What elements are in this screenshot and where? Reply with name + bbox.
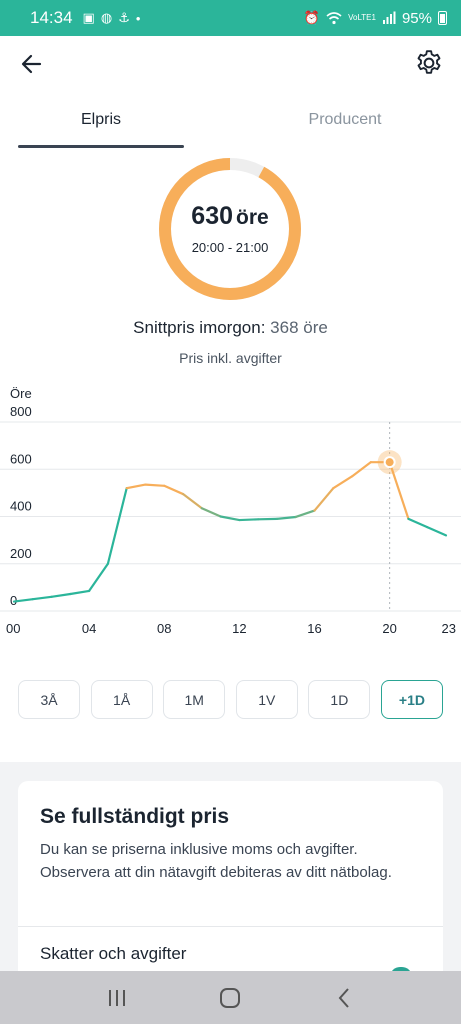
selected-point — [385, 458, 394, 467]
wifi-icon — [326, 12, 342, 25]
series-line-segment — [238, 518, 260, 522]
y-tick-label: 0 — [10, 593, 17, 608]
series-line-segment — [350, 461, 372, 478]
series-line-segment — [407, 517, 429, 529]
battery-percent: 95% — [401, 9, 432, 27]
back-chevron-icon — [338, 987, 349, 1008]
alarm-icon: ⏰ — [303, 10, 321, 25]
series-line-segment — [181, 492, 203, 510]
series-line-segment — [31, 595, 53, 601]
full-price-card: Se fullständigt pris Du kan se priserna … — [18, 781, 443, 981]
series-line-segment — [388, 461, 410, 520]
current-price-value: 630 — [191, 202, 234, 230]
series-line-segment — [144, 483, 166, 487]
series-line-segment — [200, 507, 222, 518]
average-price-label: Snittpris imorgon: — [133, 318, 266, 337]
signal-icon — [382, 11, 396, 24]
system-nav-bar — [0, 971, 461, 1024]
card-text: Du kan se priserna inklusive moms och av… — [40, 841, 392, 881]
network-label: VoLTE1 — [348, 13, 376, 22]
tab-producent[interactable]: Producent — [308, 111, 382, 128]
settings-button[interactable] — [414, 48, 444, 78]
range-plus1d-button[interactable]: +1D — [380, 680, 443, 719]
active-tab-indicator — [18, 145, 184, 148]
series-line-segment — [163, 484, 185, 496]
series-line-segment — [12, 598, 34, 603]
recents-icon — [108, 989, 125, 1006]
range-1m-button[interactable]: 1M — [163, 680, 226, 719]
series-line-segment — [88, 562, 110, 593]
nav-back-button[interactable] — [324, 978, 364, 1018]
series-line-segment — [69, 589, 91, 596]
x-tick-label: 08 — [157, 621, 171, 636]
range-selector: 3Å 1Å 1M 1V 1D +1D — [18, 680, 443, 719]
range-1d-button[interactable]: 1D — [308, 680, 371, 719]
status-time: 14:34 — [30, 8, 73, 27]
average-price: Snittpris imorgon: 368 öre — [0, 318, 461, 338]
y-tick-label: 600 — [10, 451, 32, 466]
card-divider — [18, 926, 443, 927]
x-tick-label: 12 — [232, 621, 246, 636]
x-tick-label: 23 — [442, 621, 456, 636]
y-tick-label: 200 — [10, 546, 32, 561]
image-icon: ▣ — [82, 10, 95, 25]
battery-icon — [438, 11, 447, 25]
recents-button[interactable] — [97, 978, 137, 1018]
x-tick-label: 20 — [382, 621, 396, 636]
series-line-segment — [219, 515, 241, 522]
card-title: Se fullständigt pris — [40, 805, 230, 828]
back-button[interactable] — [18, 50, 46, 78]
globe-icon: ◍ — [100, 10, 113, 25]
home-button[interactable] — [210, 978, 250, 1018]
series-line-segment — [125, 483, 147, 490]
current-price-unit: öre — [236, 206, 269, 229]
series-line-segment — [426, 526, 448, 537]
arrow-left-icon — [21, 54, 42, 74]
series-line-segment — [294, 509, 316, 519]
price-chart[interactable]: Öre 0 200 400 600 800 00 04 08 12 16 20 23 — [0, 384, 461, 640]
series-line-segment — [106, 487, 128, 565]
current-price-time: 20:00 - 21:00 — [191, 240, 269, 255]
y-tick-label: 400 — [10, 499, 32, 514]
current-price: 630 öre — [157, 202, 303, 231]
tab-elpris[interactable]: Elpris — [80, 111, 121, 128]
gear-icon — [417, 50, 441, 74]
price-ring-arc — [159, 158, 301, 300]
range-1y-button[interactable]: 1Å — [90, 680, 153, 719]
x-tick-label: 04 — [82, 621, 96, 636]
x-tick-label: 16 — [307, 621, 321, 636]
y-tick-label: 800 — [10, 404, 32, 419]
price-subtitle: Pris inkl. avgifter — [179, 350, 282, 366]
taxes-fees-row[interactable]: Skatter och avgifter — [40, 944, 187, 963]
y-axis-label: Öre — [10, 386, 32, 401]
series-line-segment — [332, 475, 354, 490]
dot-icon: • — [135, 10, 141, 26]
home-icon — [220, 987, 241, 1008]
price-ring — [159, 158, 301, 300]
range-3y-button[interactable]: 3Å — [18, 680, 80, 719]
series-line-segment — [275, 515, 297, 520]
series-line-segment — [313, 487, 335, 512]
range-1w-button[interactable]: 1V — [235, 680, 298, 719]
x-tick-label: 00 — [6, 621, 20, 636]
average-price-value: 368 öre — [270, 318, 328, 337]
anchor-icon: ⚓ — [118, 10, 130, 25]
series-line-segment — [50, 592, 72, 598]
status-bar: 14:34 ▣ ◍ ⚓ • ⏰ VoLTE1 95% — [0, 0, 461, 36]
